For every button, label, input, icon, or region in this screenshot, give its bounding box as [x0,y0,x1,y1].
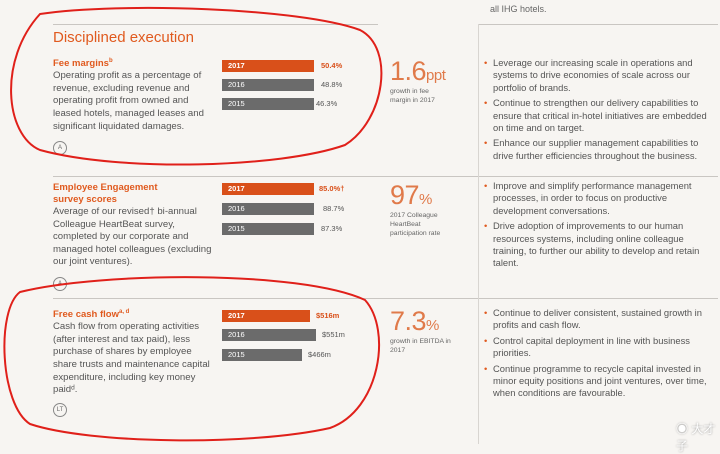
bar-2017: 2017 [222,60,314,72]
highlight-stat: 7.3% growth in EBITDA in 2017 [390,306,470,355]
divider-2 [53,298,718,299]
priority-item: Control capital deployment in line with … [484,335,718,360]
priorities-list: Continue to deliver consistent, sustaine… [484,307,718,403]
priorities-list: Leverage our increasing scale in operati… [484,57,718,165]
divider-1 [53,176,718,177]
top-fragment-text: all IHG hotels. [490,4,547,14]
bar-2017: 2017 [222,310,310,322]
highlight-value: 7.3% [390,306,439,336]
metric-badge: LT [53,402,67,417]
section-title: Disciplined execution [53,29,194,46]
bar-value-2016: $551m [322,330,345,339]
annotation-circle-top [10,6,383,166]
highlight-caption: 2017 Colleague HeartBeat participation r… [390,212,441,237]
metric-free-cash-flow: Free cash flowa, d Cash flow from operat… [53,306,213,417]
bar-2015: 2015 [222,223,314,235]
bar-2016: 2016 [222,203,314,215]
bar-value-2017: $516m [316,311,340,320]
priority-item: Continue to strengthen our delivery capa… [484,97,718,134]
top-rule-right [478,24,718,25]
priority-item: Enhance our supplier management capabili… [484,137,718,162]
bar-2015: 2015 [222,98,314,110]
metric-description: Average of our revised† bi-annual Collea… [53,206,212,268]
highlight-stat: 97% 2017 Colleague HeartBeat participati… [390,180,470,238]
watermark: ◉ 大才子 [676,422,716,453]
metric-title: Free cash flowa, d [53,309,130,321]
metric-title: Fee marginsb [53,58,113,70]
annotation-circle-bottom [3,276,381,442]
metric-fee-margins: Fee marginsb Operating profit as a perce… [53,55,213,156]
priority-item: Drive adoption of improvements to our hu… [484,220,718,270]
bar-value-2015: 87.3% [321,224,343,233]
bar-2015: 2015 [222,349,302,361]
highlight-caption: growth in EBITDA in 2017 [390,338,451,354]
bar-value-2017: 50.4% [321,61,343,70]
priority-item: Improve and simplify performance managem… [484,180,718,217]
priority-item: Leverage our increasing scale in operati… [484,57,718,94]
bar-2016: 2016 [222,79,314,91]
bar-value-2017: 85.0%† [319,184,345,193]
highlight-value: 97% [390,180,432,210]
bar-value-2015: 46.3% [316,99,338,108]
metric-description: Cash flow from operating activities (aft… [53,321,210,396]
bar-value-2016: 88.7% [323,204,345,213]
metric-title: Employee Engagement survey scores [53,182,158,205]
bar-2017: 2017 [222,183,314,195]
priority-item: Continue programme to recycle capital in… [484,363,718,400]
highlight-caption: growth in fee margin in 2017 [390,88,435,104]
bar-value-2016: 48.8% [321,80,343,89]
priority-item: Continue to deliver consistent, sustaine… [484,307,718,332]
weibo-icon: ◉ [676,422,689,436]
bar-2016: 2016 [222,329,316,341]
metric-description: Operating profit as a percentage of reve… [53,70,204,132]
highlight-stat: 1.6ppt growth in fee margin in 2017 [390,56,470,105]
highlight-value: 1.6ppt [390,56,446,86]
column-divider [478,24,479,444]
top-rule [53,24,378,25]
bar-value-2015: $466m [308,350,331,359]
priorities-list: Improve and simplify performance managem… [484,180,718,273]
